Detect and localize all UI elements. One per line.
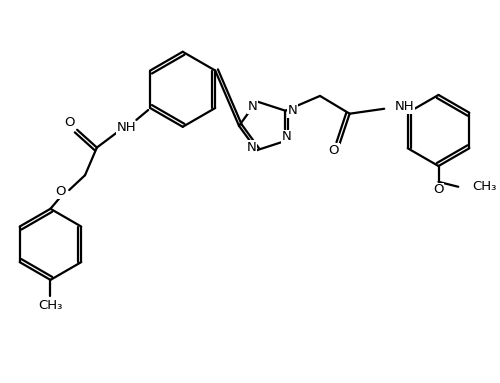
Text: CH₃: CH₃ [38, 299, 62, 312]
Text: NH: NH [395, 100, 414, 113]
Text: O: O [434, 183, 444, 196]
Text: CH₃: CH₃ [472, 180, 496, 193]
Text: NH: NH [116, 121, 136, 134]
Text: N: N [248, 100, 258, 113]
Text: N: N [282, 131, 292, 144]
Text: O: O [55, 185, 66, 198]
Text: O: O [64, 116, 74, 129]
Text: N: N [247, 141, 256, 154]
Text: O: O [328, 144, 339, 157]
Text: N: N [288, 104, 297, 117]
